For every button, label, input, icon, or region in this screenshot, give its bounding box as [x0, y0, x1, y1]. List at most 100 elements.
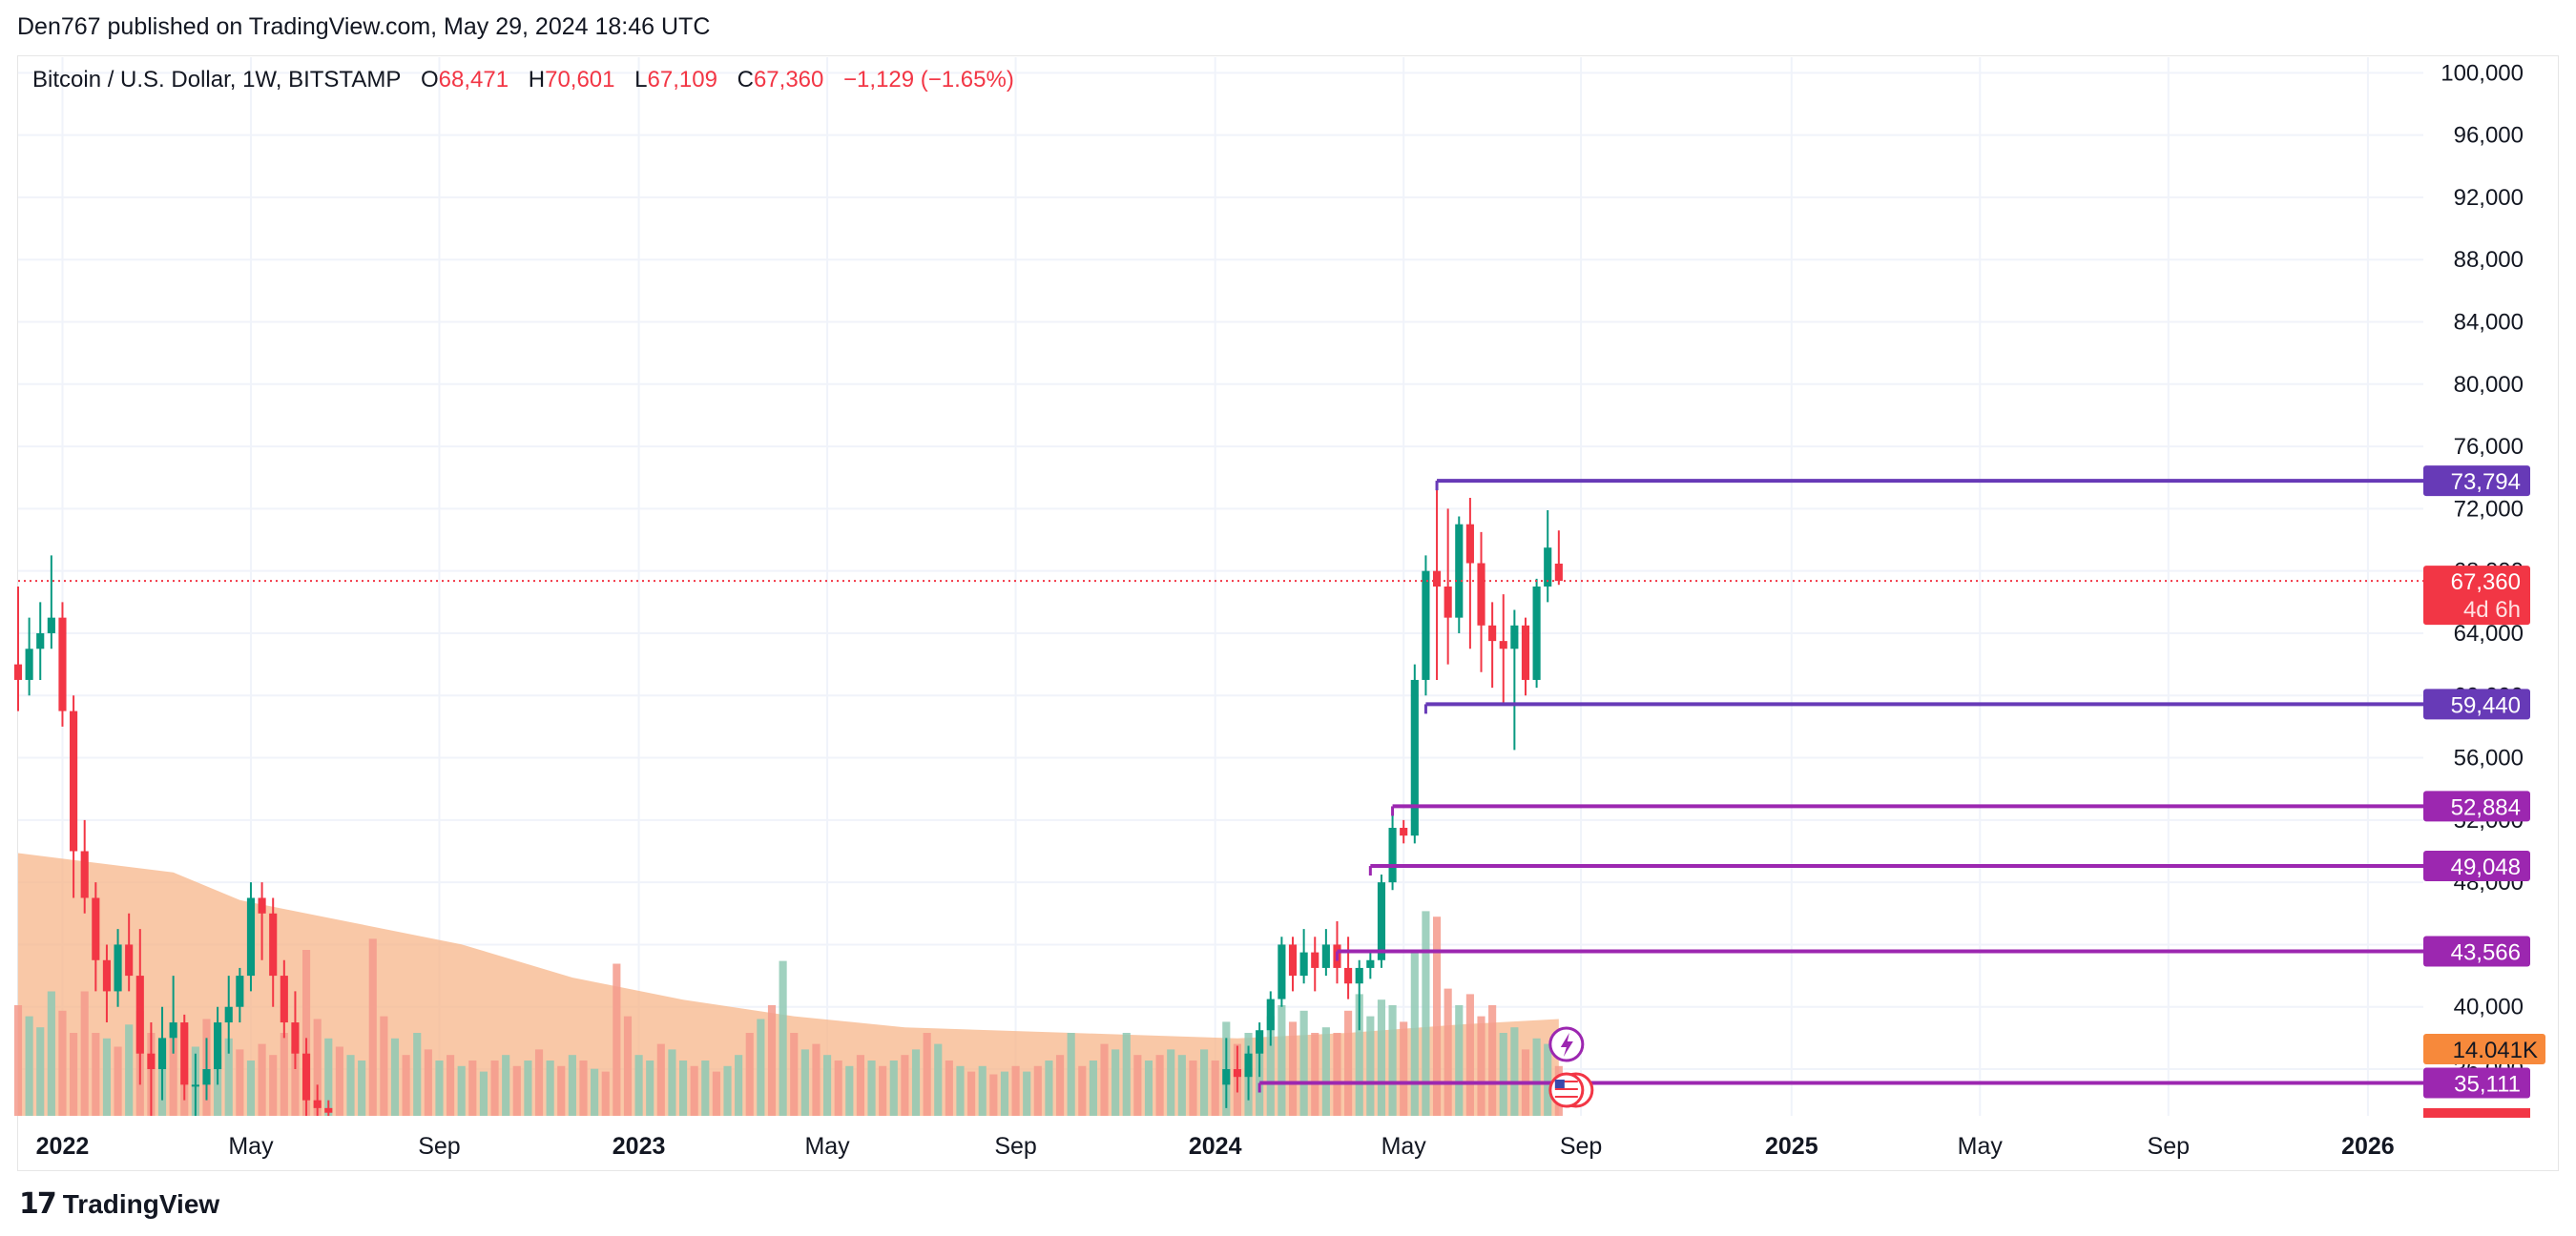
- volume-bar: [757, 1019, 765, 1116]
- candle-body: [70, 711, 78, 852]
- change-value: −1,129 (−1.65%): [843, 67, 1014, 93]
- volume-bar: [745, 1033, 754, 1116]
- volume-bar: [1055, 1055, 1065, 1116]
- volume-bar: [911, 1049, 921, 1116]
- publish-header: Den767 published on TradingView.com, May…: [17, 13, 711, 40]
- volume-bar: [1400, 1021, 1408, 1116]
- candle-body: [202, 1069, 211, 1085]
- volume-bar: [424, 1049, 432, 1116]
- volume-bar: [989, 1074, 998, 1116]
- us-flag-event-icon: [1548, 1072, 1594, 1108]
- volume-bar: [1422, 911, 1430, 1116]
- volume-bar: [901, 1055, 909, 1116]
- volume-bar: [269, 1055, 278, 1116]
- volume-bar: [690, 1065, 698, 1116]
- volume-bar: [646, 1061, 654, 1116]
- volume-bar: [125, 1024, 134, 1116]
- candle-body: [13, 664, 23, 680]
- volume-bar: [236, 1049, 244, 1116]
- volume-bar: [656, 1043, 665, 1116]
- y-tick-label: 100,000: [2441, 60, 2524, 86]
- candle-body: [147, 1053, 156, 1070]
- x-tick-label: 2022: [36, 1133, 90, 1160]
- candle-body: [1377, 882, 1386, 960]
- candle-body: [280, 976, 288, 1023]
- y-tick-label: 64,000: [2454, 621, 2524, 647]
- footer-brand[interactable]: 17 TradingView: [19, 1187, 219, 1221]
- volume-bar: [812, 1043, 821, 1116]
- ohlc-legend: Bitcoin / U.S. Dollar, 1W, BITSTAMP O68,…: [32, 67, 1014, 93]
- volume-bar: [114, 1046, 122, 1116]
- y-tick-label: 96,000: [2454, 123, 2524, 149]
- volume-bar: [1532, 1038, 1541, 1116]
- volume-bar: [1045, 1061, 1053, 1116]
- volume-bar: [1465, 994, 1474, 1116]
- candle-body: [214, 1022, 222, 1070]
- candle-body: [36, 632, 45, 649]
- y-tick-label: 72,000: [2454, 496, 2524, 522]
- candle-body: [114, 944, 122, 992]
- volume-bar: [1189, 1061, 1197, 1116]
- candle-body: [1510, 625, 1519, 649]
- volume-bar: [224, 1038, 233, 1116]
- volume-bar: [1111, 1049, 1120, 1116]
- volume-bar: [1410, 950, 1419, 1116]
- volume-bar: [1011, 1065, 1020, 1116]
- candle-body: [1521, 625, 1530, 680]
- volume-bar: [967, 1071, 976, 1116]
- volume-bar: [557, 1065, 566, 1116]
- level-badge: [2423, 689, 2530, 720]
- x-tick-label: Sep: [994, 1133, 1036, 1160]
- volume-bar: [591, 1068, 599, 1116]
- grid-lines: [18, 57, 2423, 1116]
- volume-bar: [534, 1049, 544, 1116]
- y-tick-label: 56,000: [2454, 746, 2524, 772]
- volume-bar: [701, 1061, 710, 1116]
- volume-bar: [214, 1055, 222, 1116]
- volume-bar: [390, 1038, 400, 1116]
- candle-body: [1554, 563, 1563, 582]
- volume-bar: [1455, 1005, 1464, 1116]
- candle-body: [1488, 625, 1497, 642]
- volume-badge-label: 14.041K: [2453, 1038, 2538, 1063]
- volume-bar: [280, 1033, 288, 1116]
- x-tick-label: May: [1381, 1133, 1427, 1160]
- volume-bar: [1200, 1049, 1209, 1116]
- volume-bar: [468, 1061, 477, 1116]
- y-tick-label: 80,000: [2454, 372, 2524, 398]
- candle-body: [1222, 1069, 1231, 1085]
- volume-bar: [1388, 1005, 1397, 1116]
- x-tick-label: Sep: [1560, 1133, 1602, 1160]
- volume-bar: [1366, 1016, 1375, 1116]
- candle-body: [1288, 944, 1298, 977]
- candle-body: [224, 1006, 233, 1023]
- volume-bar: [1167, 1049, 1175, 1116]
- candle-body: [1432, 570, 1442, 587]
- volume-bar: [800, 1049, 809, 1116]
- candle-body: [1544, 547, 1552, 587]
- y-tick-label: 40,000: [2454, 995, 2524, 1020]
- high-value: 70,601: [545, 67, 615, 93]
- volume-bar: [1477, 1016, 1485, 1116]
- candle-body: [1422, 570, 1430, 680]
- candle-body: [80, 851, 89, 898]
- volume-bar: [856, 1055, 864, 1116]
- volume-bar: [1344, 1010, 1353, 1116]
- volume-bar: [1078, 1065, 1087, 1116]
- volume-bar: [246, 1061, 256, 1116]
- volume-bar: [335, 1046, 343, 1116]
- level-badge: [2423, 791, 2530, 822]
- candle-body: [191, 1084, 199, 1087]
- volume-bar: [845, 1065, 854, 1116]
- volume-bar: [324, 1038, 333, 1116]
- volume-bar: [1278, 1005, 1286, 1116]
- volume-bar: [1488, 1005, 1497, 1116]
- volume-bar: [934, 1043, 943, 1116]
- candle-body: [1311, 952, 1319, 968]
- volume-bar: [879, 1065, 887, 1116]
- flag-canton: [1554, 1080, 1565, 1088]
- flag-stripe: [1554, 1096, 1578, 1098]
- candle-body: [269, 913, 278, 977]
- volume-bar: [70, 1033, 78, 1116]
